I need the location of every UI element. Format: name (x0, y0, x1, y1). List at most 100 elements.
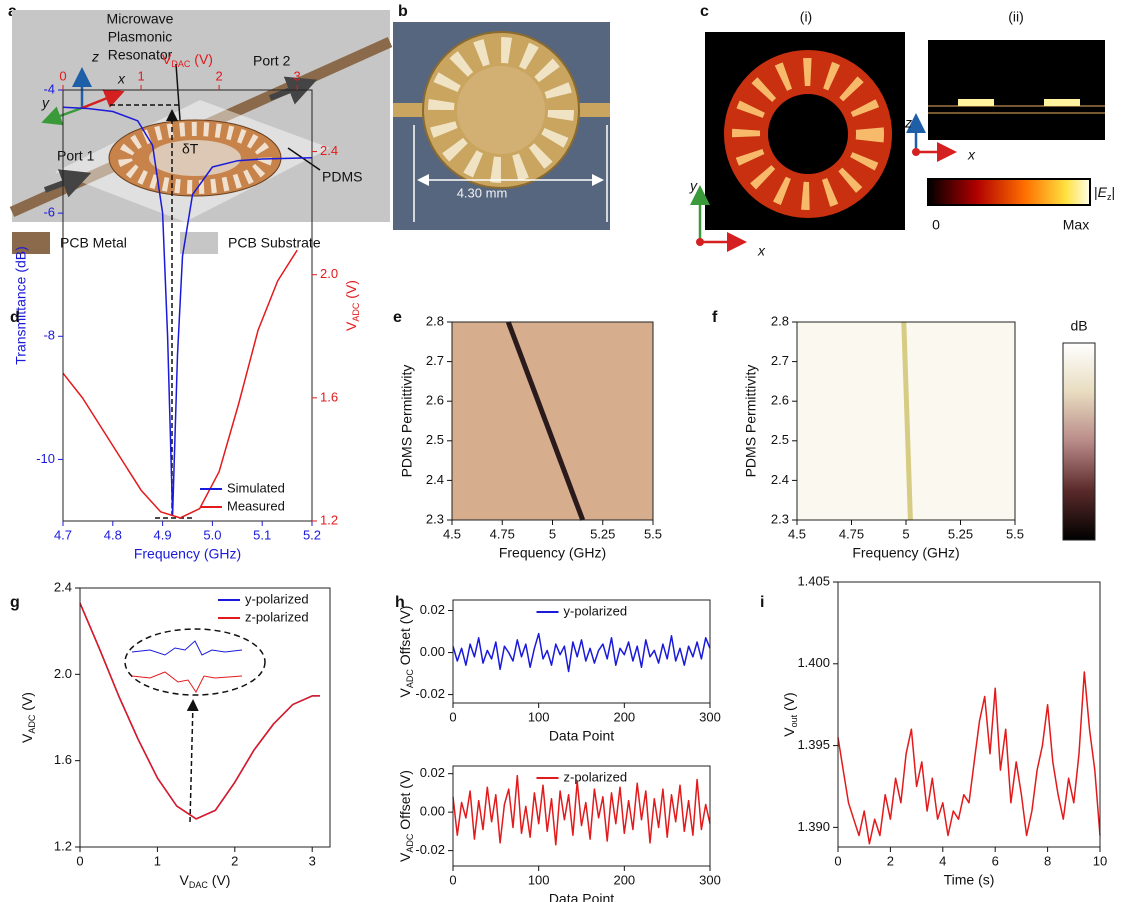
series-line (838, 672, 1100, 844)
axis-label: PDMS Permittivity (399, 365, 415, 478)
figure: a Microwave Plasmonic Resonator Port 2 P… (0, 0, 1128, 902)
x-tick-label: 8 (1044, 853, 1051, 868)
axis-label-part: (V) (208, 872, 231, 888)
y-tick-label: 2.0 (54, 666, 72, 681)
axis-name: y (41, 95, 50, 111)
x-tick-label: 1 (154, 853, 161, 868)
axis-label-part: ADC (351, 302, 361, 322)
x2-tick-label: 2 (215, 68, 222, 83)
axis-label-part: DAC (171, 59, 191, 69)
colorbar-min: 0 (932, 217, 940, 233)
y2-tick-label: 2.0 (320, 266, 338, 281)
x-tick-label: 5.5 (1006, 526, 1024, 541)
y-tick-label: 2.7 (426, 353, 444, 368)
y-tick-label: 2.4 (54, 579, 72, 594)
x-tick-label: 0 (834, 853, 841, 868)
y-tick-label: 1.405 (797, 573, 830, 588)
y-tick-label: 1.400 (797, 655, 830, 670)
axis-label: VADC (V) (343, 280, 362, 331)
colorbar-title: dB (1070, 318, 1087, 334)
y2-tick-label: 1.6 (320, 389, 338, 404)
x-tick-label: 5 (902, 526, 909, 541)
plot-frame (80, 588, 330, 847)
subpanel-label: (ii) (1008, 9, 1024, 25)
y2-tick-label: 1.2 (320, 512, 338, 527)
x-tick-label: 2 (231, 853, 238, 868)
y-tick-label: -0.02 (415, 842, 445, 857)
field-core (774, 100, 842, 168)
colorbar-max: Max (1063, 217, 1089, 233)
axis-label: Frequency (GHz) (499, 545, 606, 561)
axis-label-part: (V) (19, 692, 35, 715)
axis-label: Transmittance (dB) (13, 246, 29, 365)
panel-letter: b (398, 3, 408, 20)
inset-arrow (190, 702, 193, 822)
y-tick-label: 0.00 (420, 644, 445, 659)
y-tick-label: 2.6 (771, 393, 789, 408)
y-tick-label: 2.5 (771, 432, 789, 447)
hotspot (1044, 99, 1080, 106)
panel-letter: c (700, 3, 709, 20)
x-tick-label: 5.2 (303, 527, 321, 542)
x-tick-label: 4.7 (54, 527, 72, 542)
x-tick-label: 6 (992, 853, 999, 868)
x-tick-label: 5.5 (644, 526, 662, 541)
y-tick-label: 2.4 (771, 472, 789, 487)
x-tick-label: 4.8 (104, 527, 122, 542)
y-tick-label: -6 (43, 205, 55, 220)
x-tick-label: 5.25 (948, 526, 973, 541)
axis-label: Data Point (549, 891, 614, 902)
map-background (452, 322, 653, 520)
x-tick-label: 3 (309, 853, 316, 868)
panel-letter: f (712, 309, 718, 326)
panel-letter: h (395, 594, 405, 611)
inset-outline (125, 629, 265, 695)
legend-label: PCB Metal (60, 235, 127, 251)
y-tick-label: 2.6 (426, 393, 444, 408)
annotation: δT (182, 141, 199, 157)
panel-letter: d (10, 309, 20, 326)
axis-label: Data Point (549, 728, 614, 744)
inset-trace (132, 672, 242, 692)
axis-label: Frequency (GHz) (134, 546, 241, 562)
axis-label-part: DAC (189, 880, 209, 890)
x-tick-label: 0 (76, 853, 83, 868)
field-colorbar (928, 179, 1090, 205)
scale-label: 4.30 mm (457, 185, 508, 200)
series-line (453, 634, 710, 672)
axis-label-part: ADC (405, 669, 415, 689)
y-tick-label: 2.8 (771, 313, 789, 328)
axis-label: Vout (V) (781, 692, 800, 736)
y-tick-label: 2.7 (771, 353, 789, 368)
axis-label-part: Offset (V) (397, 606, 413, 670)
series-line (453, 776, 710, 845)
y-tick-label: 0.00 (420, 804, 445, 819)
y-tick-label: 1.390 (797, 819, 830, 834)
axis-name: x (967, 147, 976, 163)
legend-label: Simulated (227, 480, 285, 495)
legend-label: PCB Substrate (228, 235, 321, 251)
x-tick-label: 100 (528, 709, 550, 724)
axis-name: z (904, 115, 912, 131)
axis-origin (912, 148, 920, 156)
axis-label-part: out (789, 714, 799, 727)
page: {"figure_panels": { "a": {"letter": "a",… (0, 0, 1128, 902)
x-tick-label: 4.5 (788, 526, 806, 541)
y-tick-label: 2.8 (426, 313, 444, 328)
x-tick-label: 300 (699, 872, 721, 887)
legend-label: z-polarized (564, 769, 628, 784)
annotation: Plasmonic (108, 29, 173, 45)
x-tick-label: 0 (449, 709, 456, 724)
axis-label: VADC (V) (19, 692, 38, 743)
x-tick-label: 4.75 (490, 526, 515, 541)
colorbar (1063, 343, 1095, 540)
x-tick-label: 100 (528, 872, 550, 887)
x-tick-label: 300 (699, 709, 721, 724)
y-tick-label: 0.02 (420, 765, 445, 780)
axis-label-part: (V) (781, 692, 797, 715)
axis-label-part: Offset (V) (397, 770, 413, 834)
x-tick-label: 4.75 (839, 526, 864, 541)
y-tick-label: 1.2 (54, 838, 72, 853)
subpanel-label: (i) (800, 9, 812, 25)
annotation: Port 2 (253, 53, 291, 69)
